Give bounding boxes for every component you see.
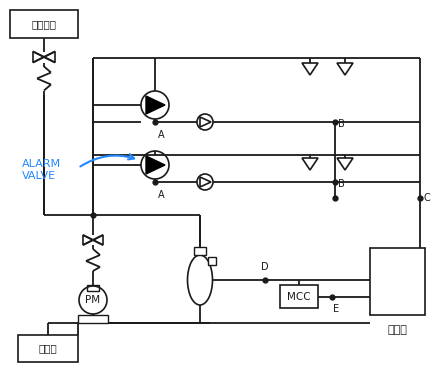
Text: MCC: MCC: [286, 291, 310, 302]
Bar: [194, 247, 205, 255]
Bar: [279, 285, 317, 308]
Bar: [369, 248, 424, 315]
Text: D: D: [261, 262, 268, 272]
Text: A: A: [158, 190, 164, 200]
Text: 고가수조: 고가수조: [32, 19, 57, 29]
Text: 수신반: 수신반: [387, 325, 406, 335]
Bar: [87, 285, 99, 291]
Polygon shape: [146, 156, 165, 174]
Text: B: B: [337, 179, 344, 189]
Text: A: A: [158, 130, 164, 140]
Text: B: B: [337, 119, 344, 129]
Text: C: C: [423, 193, 430, 203]
Text: E: E: [332, 304, 338, 313]
Bar: [18, 335, 78, 362]
Text: 저수조: 저수조: [39, 343, 57, 354]
Text: ALARM
VALVE: ALARM VALVE: [22, 159, 61, 181]
Bar: [10, 10, 78, 38]
Bar: [208, 257, 215, 265]
Text: PM: PM: [85, 295, 100, 305]
Polygon shape: [146, 96, 165, 114]
Bar: [78, 315, 108, 323]
